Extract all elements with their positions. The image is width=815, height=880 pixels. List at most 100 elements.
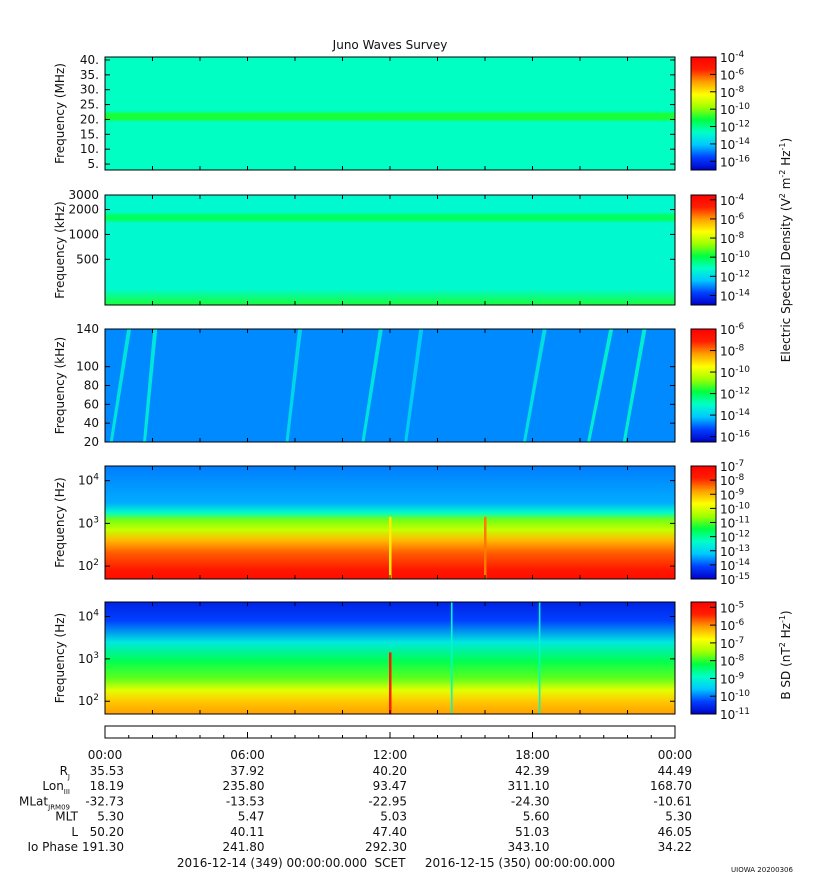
spectrogram-3 [105, 329, 675, 442]
time-axis [104, 725, 676, 739]
start-time-label: 2016-12-14 (349) 00:00:00.000 [177, 856, 367, 870]
ephemeris-value: 50.20 [90, 825, 124, 839]
ephemeris-value: 5.60 [523, 810, 550, 824]
ephemeris-row-label: MLatJRM09 [19, 794, 70, 811]
colorbar [690, 601, 717, 715]
colorbar-tick-label: 10-16 [720, 154, 750, 169]
colorbar-tick-label: 10-9 [720, 487, 745, 502]
colorbar-tick-label: 10-12 [720, 269, 750, 284]
y-tick-label: 1000 [68, 227, 99, 241]
colorbar-tick-label: 10-8 [720, 473, 745, 488]
ephemeris-value: 5.47 [238, 810, 265, 824]
emission-spike [389, 652, 392, 714]
end-time-label: 2016-12-15 (350) 00:00:00.000 [425, 856, 615, 870]
colorbar-tick-label: 10-6 [720, 67, 745, 82]
emission-line [450, 602, 453, 714]
y-tick-label: 104 [78, 609, 99, 624]
y-tick-label: 100 [76, 360, 99, 374]
colorbar-tick-label: 10-4 [720, 193, 745, 208]
colorbar-tick-label: 10-14 [720, 288, 750, 303]
colorbar-tick-label: 10-7 [720, 459, 744, 474]
ephemeris-value: 18.19 [90, 779, 124, 793]
ephemeris-value: 235.80 [223, 779, 265, 793]
y-tick-label: 10. [80, 142, 99, 156]
y-axis-label: Frequency (Hz) [53, 477, 67, 568]
ephemeris-row-label: L [71, 825, 78, 839]
y-tick-label: 103 [78, 515, 99, 530]
ephemeris-value: -10.61 [653, 794, 692, 808]
y-tick-label: 2000 [68, 203, 99, 217]
colorbar-tick-label: 10-13 [720, 544, 750, 559]
time-label: 00:00 [658, 748, 693, 762]
ephemeris-row-label: RJ [60, 764, 70, 781]
y-tick-label: 60 [84, 397, 99, 411]
ephemeris-value: 292.30 [365, 840, 407, 854]
colorbar [690, 328, 717, 443]
y-tick-label: 500 [76, 252, 99, 266]
radio-burst-streak [404, 329, 424, 442]
radio-burst-streak [361, 329, 383, 442]
ephemeris-row-label: LonIII [42, 779, 70, 796]
colorbar-tick-label: 10-14 [720, 558, 750, 573]
ephemeris-row-label: Io Phase [27, 840, 78, 854]
ephemeris-value: 241.80 [223, 840, 265, 854]
time-label: 18:00 [515, 748, 550, 762]
colorbar-tick-label: 10-10 [720, 689, 750, 704]
y-tick-label: 40 [84, 416, 99, 430]
ephemeris-value: -13.53 [226, 794, 265, 808]
colorbar-tick-label: 10-8 [720, 85, 745, 100]
y-tick-label: 104 [78, 473, 99, 488]
time-label: 06:00 [230, 748, 265, 762]
spectrogram-1 [105, 57, 675, 170]
y-tick-label: 5. [88, 157, 99, 171]
ephemeris-value: 5.30 [97, 810, 124, 824]
ephemeris-value: 5.30 [665, 810, 692, 824]
panel-5: 104 103 102 Frequency (Hz) 10-5 10-6 10-7 10-8 1… [53, 600, 750, 722]
spectrogram-panels: 40.35.30.25.20.15.10.5. Frequency (MHz) 10… [53, 50, 750, 722]
colorbar-tick-label: 10-15 [720, 572, 750, 587]
radio-burst-streak [109, 329, 132, 442]
spectrogram-2 [105, 195, 675, 305]
colorbar-tick-label: 10-6 [720, 212, 745, 227]
radio-burst-streak [587, 329, 614, 442]
y-tick-label: 20 [84, 435, 99, 449]
ephemeris-value: 191.30 [82, 840, 124, 854]
y-tick-label: 103 [78, 651, 99, 666]
ephemeris-value: -24.30 [511, 794, 550, 808]
emission-spike [389, 516, 392, 579]
ephemeris-value: 42.39 [515, 764, 549, 778]
colorbar-tick-label: 10-8 [720, 654, 745, 669]
y-tick-label: 15. [80, 127, 99, 141]
ephemeris-value: 47.40 [373, 825, 407, 839]
colorbar-tick-label: 10-14 [720, 137, 750, 152]
time-label: 00:00 [88, 748, 123, 762]
colorbar-tick-label: 10-4 [720, 50, 745, 65]
colorbar-tick-label: 10-6 [720, 618, 745, 633]
y-tick-label: 20. [80, 112, 99, 126]
time-label: 12:00 [373, 748, 408, 762]
radio-burst-streak [143, 329, 158, 442]
y-tick-label: 140 [76, 322, 99, 336]
ephemeris-value: -22.95 [368, 794, 407, 808]
colorbar-tick-label: 10-14 [720, 408, 750, 423]
y-tick-label: 35. [80, 68, 99, 82]
radio-burst-streak [285, 329, 303, 442]
colorbar-tick-label: 10-16 [720, 430, 750, 445]
colorbar-tick-label: 10-11 [720, 516, 750, 531]
y-tick-label: 30. [80, 83, 99, 97]
ephemeris-value: 311.10 [508, 779, 550, 793]
ephemeris-value: 44.49 [658, 764, 692, 778]
colorbar-tick-label: 10-12 [720, 120, 750, 135]
ephemeris-value: 40.20 [373, 764, 407, 778]
ephemeris-value: 5.03 [380, 810, 407, 824]
panel-4: 104 103 102 Frequency (Hz) 10-710-810-910-10… [53, 459, 750, 587]
ephemeris-value: 46.05 [658, 825, 692, 839]
ephemeris-value: 343.10 [508, 840, 550, 854]
ephemeris-value: 37.92 [230, 764, 264, 778]
y-axis-label: Frequency (Hz) [53, 613, 67, 704]
panel-3: 140 100 80 60 40 20 Frequency (kHz) 10-6 10-8 10-… [53, 322, 750, 449]
y-axis-label: Frequency (MHz) [53, 63, 67, 164]
y-tick-label: 25. [80, 98, 99, 112]
